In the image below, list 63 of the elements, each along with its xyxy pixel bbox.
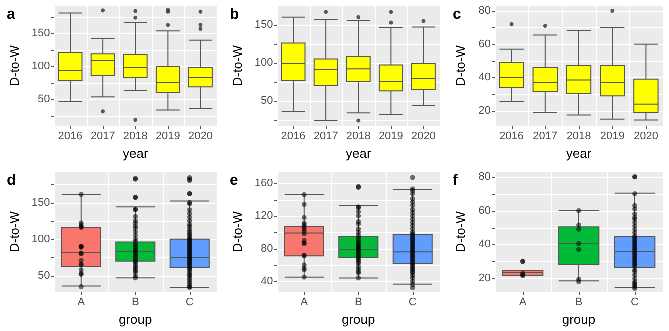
y-tick-label: 40 [261, 275, 274, 288]
y-axis-title: D-to-W [230, 210, 245, 253]
y-tick-label: 50 [261, 95, 274, 108]
y-tick-label: 100 [32, 60, 50, 73]
y-tick-label: 80 [261, 242, 274, 255]
y-tick-label: 100 [254, 57, 274, 70]
x-tick-label: B [354, 296, 362, 309]
x-tick-label: C [631, 296, 640, 309]
y-tick-label: 20 [478, 272, 491, 285]
y-tick-label: 20 [478, 105, 491, 118]
y-tick-label: 80 [478, 171, 491, 184]
x-tick-label: 2016 [58, 130, 83, 143]
y-axis-title: D-to-W [230, 44, 245, 87]
y-tick-label: 100 [32, 233, 50, 246]
x-tick-label: 2020 [411, 130, 436, 143]
y-axis-title: D-to-W [453, 44, 468, 87]
y-axis-title: D-to-W [7, 210, 22, 253]
x-tick-label: 2018 [566, 130, 592, 143]
x-axis-title: group [342, 312, 376, 327]
y-tick-label: 60 [478, 204, 491, 217]
x-tick-label: B [575, 296, 583, 309]
x-tick-label: 2017 [90, 130, 116, 143]
y-axis-title: D-to-W [453, 210, 468, 253]
y-tick-label: 150 [254, 19, 274, 32]
x-axis-title: group [119, 312, 152, 327]
x-tick-label: A [519, 296, 528, 309]
chart-title: d [7, 172, 16, 189]
x-tick-label: 2016 [281, 130, 306, 143]
x-axis-title: group [562, 312, 596, 327]
x-tick-label: C [186, 296, 194, 309]
x-tick-label: 2017 [533, 130, 558, 143]
x-axis-title: year [566, 146, 592, 161]
y-tick-label: 50 [38, 94, 50, 106]
x-tick-label: B [132, 296, 140, 309]
chart-title: e [230, 172, 238, 189]
chart-title: b [230, 6, 240, 23]
y-tick-label: 160 [254, 177, 274, 190]
x-axis-title: year [346, 146, 372, 161]
x-tick-label: 2020 [634, 130, 658, 143]
y-tick-label: 40 [478, 238, 491, 251]
x-axis-title: year [122, 146, 149, 161]
chart-title: c [453, 6, 462, 23]
y-axis-title: D-to-W [7, 44, 22, 87]
x-tick-label: 2017 [314, 130, 338, 143]
x-tick-label: 2019 [378, 130, 404, 143]
y-tick-label: 150 [32, 196, 50, 209]
x-tick-label: C [408, 296, 417, 309]
y-tick-label: 50 [38, 270, 50, 282]
y-tick-label: 60 [478, 38, 491, 50]
x-tick-label: 2019 [156, 130, 180, 143]
x-tick-label: 2019 [600, 130, 625, 143]
x-tick-label: A [300, 296, 309, 309]
x-tick-label: 2020 [188, 130, 213, 143]
x-tick-label: 2016 [500, 130, 524, 143]
x-tick-label: A [78, 296, 86, 309]
y-tick-label: 40 [478, 72, 491, 84]
y-tick-label: 120 [254, 210, 274, 222]
y-tick-label: 80 [478, 5, 491, 18]
chart-title: f [453, 172, 459, 189]
chart-title: a [7, 6, 16, 23]
x-tick-label: 2018 [346, 130, 371, 143]
x-tick-label: 2018 [123, 130, 148, 143]
y-tick-label: 150 [32, 28, 50, 40]
